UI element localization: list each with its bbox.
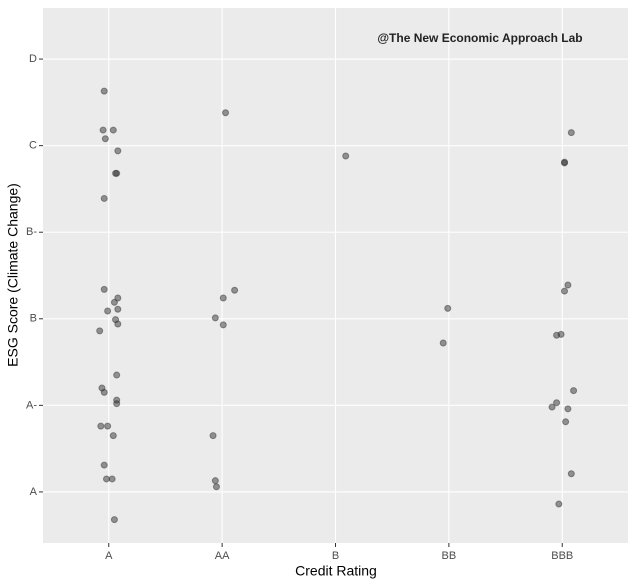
point bbox=[211, 314, 219, 322]
point bbox=[108, 475, 116, 483]
y-tick-label: D bbox=[29, 53, 37, 65]
point bbox=[114, 320, 122, 328]
point bbox=[212, 483, 220, 491]
point bbox=[564, 405, 572, 413]
point bbox=[342, 152, 350, 160]
point bbox=[96, 327, 104, 335]
point bbox=[104, 422, 112, 430]
point bbox=[100, 87, 108, 95]
annotation: @The New Economic Approach Lab bbox=[377, 31, 582, 45]
point bbox=[97, 422, 105, 430]
y-tick-label: C bbox=[29, 140, 37, 152]
y-tick-label: A bbox=[30, 486, 38, 498]
point bbox=[222, 109, 230, 117]
x-axis-title: Credit Rating bbox=[295, 563, 377, 579]
point bbox=[562, 418, 570, 426]
point bbox=[209, 432, 217, 440]
point bbox=[567, 129, 575, 137]
point bbox=[561, 287, 569, 295]
y-tick-label: A- bbox=[26, 399, 37, 411]
point bbox=[100, 461, 108, 469]
y-tick-label: B- bbox=[26, 226, 37, 238]
point bbox=[109, 126, 117, 134]
point bbox=[109, 432, 117, 440]
point bbox=[567, 470, 575, 478]
point bbox=[561, 159, 569, 167]
point bbox=[219, 294, 227, 302]
point bbox=[439, 339, 447, 347]
point bbox=[553, 399, 561, 407]
point bbox=[114, 147, 122, 155]
point bbox=[101, 135, 109, 143]
point bbox=[555, 500, 563, 508]
point bbox=[100, 285, 108, 293]
point bbox=[102, 475, 110, 483]
x-tick-label: AA bbox=[215, 550, 230, 562]
point bbox=[231, 286, 239, 294]
point bbox=[114, 305, 122, 313]
point bbox=[110, 298, 118, 306]
point bbox=[104, 307, 112, 315]
point bbox=[444, 304, 452, 312]
point bbox=[548, 403, 556, 411]
point bbox=[570, 387, 578, 395]
point bbox=[100, 194, 108, 202]
x-tick-label: B bbox=[332, 550, 339, 562]
point bbox=[553, 331, 561, 339]
point bbox=[113, 371, 121, 379]
point bbox=[113, 400, 121, 408]
point bbox=[110, 516, 118, 524]
point bbox=[100, 388, 108, 396]
point bbox=[99, 126, 107, 134]
point bbox=[211, 477, 219, 485]
y-tick-label: B bbox=[30, 313, 37, 325]
point bbox=[564, 281, 572, 289]
y-axis-title: ESG Score (Climate Change) bbox=[5, 183, 21, 367]
x-tick-label: BB bbox=[442, 550, 457, 562]
x-tick-label: BBB bbox=[551, 550, 573, 562]
point bbox=[219, 321, 227, 329]
x-tick-label: A bbox=[105, 550, 113, 562]
point bbox=[112, 169, 120, 177]
